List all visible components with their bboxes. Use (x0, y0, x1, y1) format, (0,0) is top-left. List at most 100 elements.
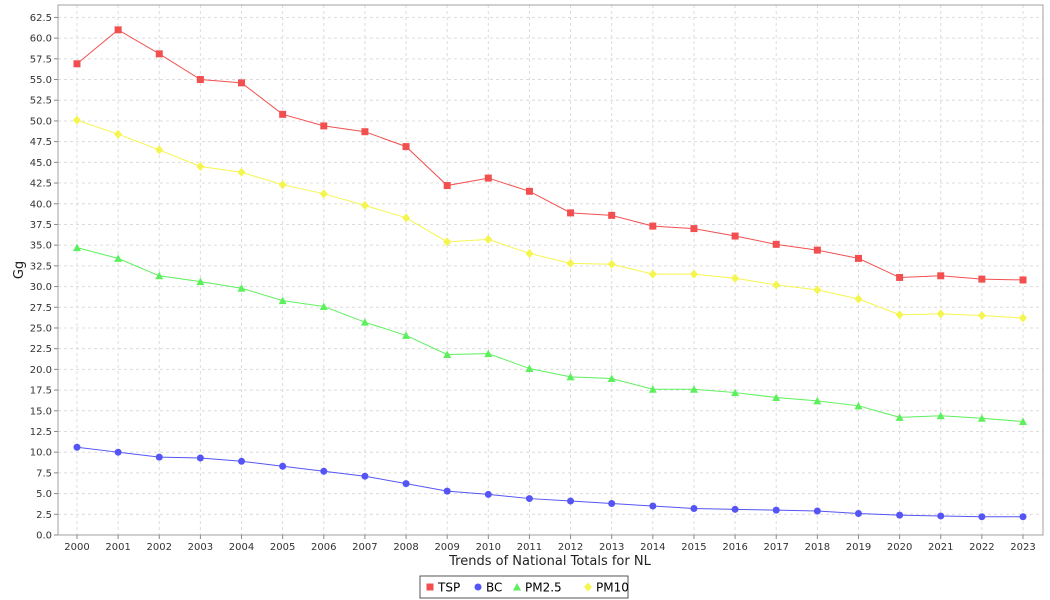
data-point-pm10 (936, 309, 945, 319)
series-line-tsp (76, 29, 1024, 281)
data-point-pm10 (155, 145, 164, 155)
data-point-pm10 (977, 311, 986, 321)
data-point-tsp (525, 187, 533, 195)
data-point-tsp (279, 110, 287, 118)
y-axis-label: Gg (12, 261, 27, 279)
y-tick-label: 52.5 (30, 96, 52, 107)
x-tick-label: 2009 (434, 542, 459, 553)
y-tick-label: 37.5 (30, 220, 52, 231)
data-point-tsp (73, 60, 81, 68)
data-point-pm25 (155, 271, 164, 280)
data-point-pm25 (484, 349, 493, 358)
data-point-bc (73, 443, 81, 451)
y-axis: 0.0 2.5 5.0 7.5 10.0 12.5 15.0 17.5 20.0 22.5 25.0… (30, 13, 58, 542)
data-point-pm25 (402, 331, 411, 339)
data-point-tsp (114, 26, 122, 34)
legend-marker-pm10 (584, 582, 592, 592)
data-point-pm25 (689, 385, 698, 393)
y-tick-label: 57.5 (30, 54, 52, 65)
data-point-bc (567, 497, 575, 505)
data-point-tsp (690, 225, 698, 233)
data-point-pm10 (566, 258, 575, 268)
data-point-tsp (567, 209, 575, 217)
data-point-bc (978, 513, 986, 521)
data-point-pm25 (772, 393, 781, 402)
y-tick-label: 15.0 (30, 406, 52, 417)
x-tick-label: 2016 (722, 542, 747, 553)
x-tick-label: 2013 (599, 542, 624, 553)
data-point-tsp (238, 79, 246, 87)
data-point-pm10 (648, 269, 657, 279)
data-point-bc (402, 480, 410, 488)
data-point-pm25 (731, 388, 740, 397)
y-tick-label: 62.5 (30, 13, 52, 24)
x-tick-label: 2006 (311, 542, 336, 553)
y-tick-label: 10.0 (30, 448, 52, 459)
y-tick-label: 25.0 (30, 323, 52, 334)
data-point-pm10 (443, 237, 452, 247)
series-bc (73, 443, 1027, 521)
y-tick-label: 55.0 (30, 75, 52, 86)
y-tick-label: 2.5 (36, 510, 52, 521)
y-tick-label: 45.0 (30, 158, 52, 169)
data-point-bc (896, 511, 904, 519)
grid-lines (58, 5, 1043, 536)
data-point-bc (155, 453, 163, 461)
data-point-bc (772, 506, 780, 514)
data-point-pm10 (114, 129, 123, 139)
x-tick-label: 2010 (476, 542, 501, 553)
data-point-pm25 (525, 364, 534, 373)
x-tick-label: 2000 (64, 542, 89, 553)
legend-label-tsp: TSP (437, 581, 460, 595)
data-point-tsp (813, 246, 821, 254)
x-tick-label: 2014 (640, 542, 665, 553)
data-point-pm10 (525, 248, 534, 258)
x-axis-label: Trends of National Totals for NL (448, 554, 651, 569)
plot-area (57, 4, 1044, 536)
data-point-pm25 (977, 414, 986, 422)
x-tick-label: 2019 (846, 542, 871, 553)
data-point-pm10 (772, 280, 781, 290)
data-point-pm10 (73, 115, 81, 125)
legend-label-bc: BC (486, 581, 502, 595)
data-point-pm10 (360, 200, 369, 210)
data-point-pm25 (319, 302, 328, 310)
y-tick-label: 7.5 (36, 468, 52, 479)
data-point-pm25 (648, 385, 657, 393)
x-tick-label: 2022 (969, 542, 994, 553)
series-pm25 (73, 243, 1027, 426)
y-tick-label: 22.5 (30, 344, 52, 355)
data-point-pm10 (689, 269, 698, 279)
data-point-pm25 (114, 254, 123, 262)
y-tick-label: 47.5 (30, 137, 52, 148)
data-point-pm25 (813, 396, 822, 405)
x-tick-label: 2005 (270, 542, 295, 553)
y-tick-label: 27.5 (30, 303, 52, 314)
data-point-pm10 (278, 180, 287, 190)
data-point-bc (525, 495, 533, 503)
data-point-pm25 (443, 350, 452, 358)
series-line-pm25 (76, 247, 1024, 423)
data-point-bc (1019, 513, 1027, 521)
data-point-bc (649, 502, 657, 510)
data-point-bc (854, 509, 862, 517)
data-point-pm25 (360, 318, 369, 326)
y-tick-label: 35.0 (30, 241, 52, 252)
data-point-pm10 (237, 167, 246, 177)
y-tick-label: 40.0 (30, 199, 52, 210)
data-point-tsp (731, 232, 739, 240)
data-point-tsp (772, 240, 780, 248)
x-tick-label: 2017 (763, 542, 788, 553)
data-point-pm10 (731, 273, 740, 283)
data-point-pm25 (196, 277, 205, 286)
legend-label-pm10: PM10 (596, 581, 629, 595)
legend-item-pm25: PM2.5 (513, 581, 562, 595)
x-axis: 2000 2001 2002 2003 2004 2005 2006 2007 2008 2009… (64, 535, 1036, 553)
data-point-pm10 (1019, 313, 1027, 323)
data-point-pm10 (319, 189, 328, 199)
legend-marker-pm25 (513, 583, 521, 591)
data-point-bc (690, 505, 698, 512)
data-point-tsp (155, 50, 163, 58)
